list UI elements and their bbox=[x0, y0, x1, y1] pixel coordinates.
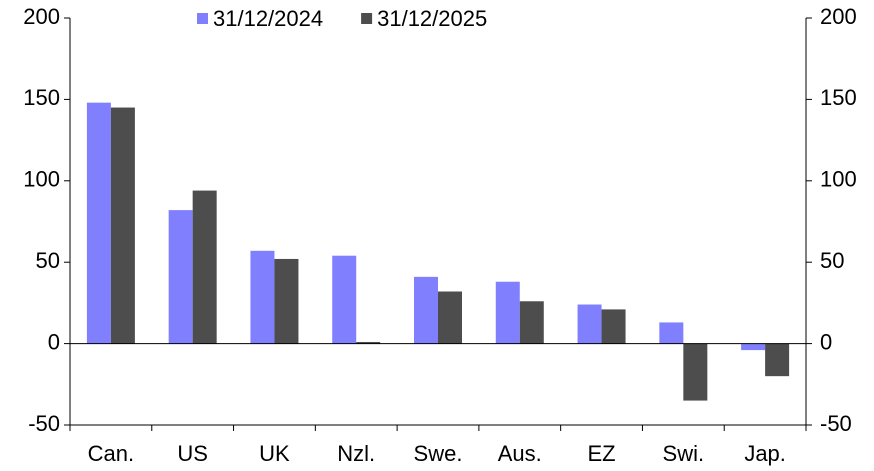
bar bbox=[356, 341, 381, 344]
bar bbox=[274, 258, 299, 344]
bar bbox=[438, 291, 462, 344]
bar bbox=[577, 304, 602, 344]
y2-tick-label: 200 bbox=[820, 4, 857, 29]
bar bbox=[495, 281, 520, 344]
bar bbox=[519, 301, 544, 344]
y-tick-label: 0 bbox=[48, 329, 60, 354]
y2-tick-label: 100 bbox=[820, 167, 857, 192]
bar bbox=[192, 190, 217, 344]
y2-tick-label: 50 bbox=[820, 248, 844, 273]
y2-tick-label: -50 bbox=[820, 411, 852, 436]
x-tick-label: Swe. bbox=[414, 441, 463, 466]
x-tick-label: US bbox=[177, 441, 208, 466]
legend-swatch bbox=[361, 13, 373, 24]
bar bbox=[414, 276, 438, 344]
bar bbox=[659, 322, 684, 344]
bar bbox=[250, 250, 275, 344]
x-tick-label: Aus. bbox=[498, 441, 542, 466]
y-tick-label: 50 bbox=[36, 248, 60, 273]
y2-tick-label: 150 bbox=[820, 85, 857, 110]
x-tick-label: EZ bbox=[587, 441, 615, 466]
x-tick-label: Swi. bbox=[663, 441, 705, 466]
legend-swatch bbox=[197, 13, 208, 24]
bar bbox=[332, 255, 357, 344]
y-tick-label: 200 bbox=[23, 4, 60, 29]
bar bbox=[765, 343, 790, 377]
x-tick-label: Jap. bbox=[744, 441, 786, 466]
bar bbox=[601, 309, 626, 344]
bar bbox=[168, 210, 193, 344]
x-tick-label: Nzl. bbox=[337, 441, 375, 466]
y2-tick-label: 0 bbox=[820, 329, 832, 354]
x-tick-label: UK bbox=[259, 441, 290, 466]
bar bbox=[86, 102, 111, 344]
y-tick-label: 150 bbox=[23, 85, 60, 110]
y-tick-label: -50 bbox=[28, 411, 60, 436]
bar bbox=[683, 343, 708, 401]
legend-label: 31/12/2025 bbox=[377, 6, 487, 31]
x-tick-label: Can. bbox=[88, 441, 134, 466]
y-tick-label: 100 bbox=[23, 167, 60, 192]
bar bbox=[741, 343, 766, 351]
bar bbox=[110, 107, 135, 344]
legend-label: 31/12/2024 bbox=[213, 6, 323, 31]
